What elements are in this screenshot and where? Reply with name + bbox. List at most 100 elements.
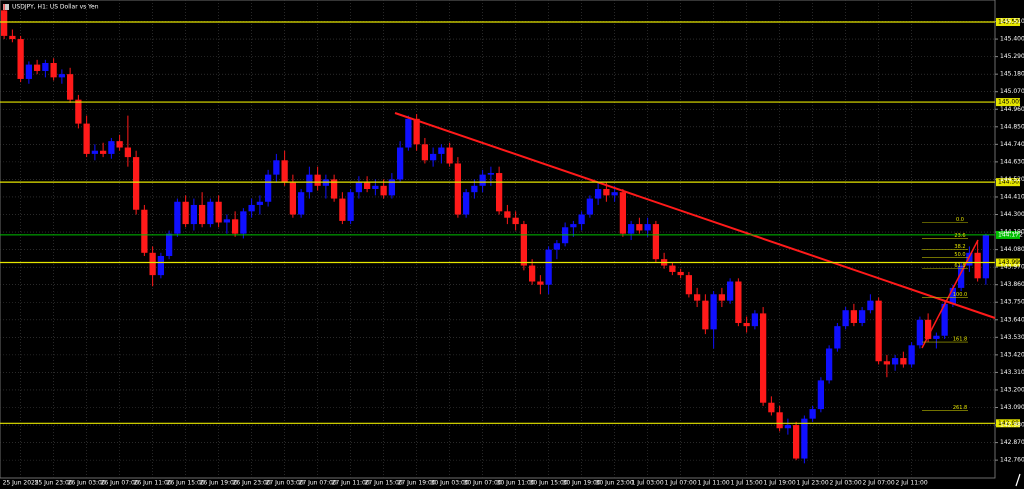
x-tick-label: 1 Jul 07:00 [665,480,697,487]
candle-body [91,150,99,154]
candle-body [594,188,602,199]
chart-title: USDJPY, H1: US Dollar vs Yen [12,4,99,11]
candle-body [454,163,462,215]
x-tick-label: 27 Jun 03:00 [266,480,304,487]
candle-body [429,153,437,161]
candle-body [858,310,866,323]
candle-body [735,281,742,323]
candle-body [867,300,874,311]
candle-body [825,348,833,381]
candle-body [693,294,701,301]
x-tick-label: 26 Jun 03:00 [68,480,106,487]
x-tick-label: 1 Jul 23:00 [797,480,829,487]
candle-body [883,361,891,365]
y-tick-label: 143.310 [1000,369,1024,376]
candle-body [396,147,404,180]
candle-body [924,319,932,339]
candle-body [132,157,140,210]
x-tick-label: 30 Jun 23:00 [596,480,634,487]
candle-body [520,224,528,266]
y-tick-label: 145.510 [1000,18,1024,25]
x-tick-label: 1 Jul 15:00 [731,480,763,487]
y-tick-label: 143.970 [1000,264,1024,271]
candle-body [891,358,899,365]
candle-body [759,313,767,403]
y-tick-label: 143.420 [1000,351,1024,358]
candle-body [66,74,74,100]
candle-body [314,174,321,186]
candle-body [141,209,148,253]
x-tick-label: 25 Jun 2025 [3,480,39,487]
y-tick-label: 144.080 [1000,246,1024,253]
candle-body [446,147,453,164]
x-tick-label: 1 Jul 11:00 [698,480,730,487]
candle-body [264,174,272,202]
y-tick-label: 144.740 [1000,141,1024,148]
candle-body [966,252,973,266]
x-tick-label: 26 Jun 07:00 [101,480,139,487]
candle-body [355,182,363,193]
candle-body [405,118,412,148]
candle-body [42,62,49,71]
candle-body [710,294,717,330]
fib-label: 61.8 [954,263,965,269]
level-label-box [996,98,1020,107]
candle-body [190,204,198,225]
candle-body [388,179,396,196]
candle-body [982,234,990,279]
x-tick-label: 26 Jun 15:00 [167,480,205,487]
candle-body [231,219,239,234]
level-label: 145.507 [998,19,1023,26]
candle-body [372,185,379,189]
candle-body [801,418,808,459]
candle-body [116,141,123,148]
candle-body [974,252,981,279]
candle-body [0,10,8,36]
y-tick-label: 144.850 [1000,123,1024,130]
candle-body [916,319,924,346]
candle-body [25,64,33,79]
overlay: 145.507 145.005 144.503 143.999 142.991 144.1… [0,18,1023,428]
y-tick-label: 145.070 [1000,88,1024,95]
candle-body [545,249,552,285]
candle-body [636,224,643,231]
candle-body [198,204,206,225]
candle-body [792,425,800,459]
y-tick-label: 144.960 [1000,106,1024,113]
candle-body [240,211,247,234]
x-tick-label: 2 Jul 07:00 [863,480,895,487]
y-tick-label: 143.860 [1000,281,1024,288]
x-tick-label: 30 Jun 03:00 [431,480,469,487]
candle-body [380,185,387,196]
x-tick-label: 1 Jul 03:00 [632,480,664,487]
candle-body [495,173,503,212]
candle-body [644,224,651,231]
candle-body [471,185,478,193]
candle-body [33,64,41,71]
level-label: 145.005 [998,99,1023,106]
candle-body [512,217,519,225]
candle-body [850,310,858,323]
candle-body [702,300,709,330]
candle-body [363,182,371,189]
level-label: 142.991 [998,420,1023,427]
price-label-box [996,230,1020,239]
price-label: 144.172 [998,231,1023,238]
candle-body [537,281,544,285]
y-tick-label: 144.520 [1000,176,1024,183]
x-tick-label: 1 Jul 19:00 [764,480,796,487]
candle-body [603,188,610,196]
x-tick-label: 2 Jul 11:00 [896,480,928,487]
candle-body [652,224,660,260]
fib-label: 50.0 [954,252,965,258]
grid [0,0,998,478]
candle-body [58,74,66,78]
candle-body [957,265,965,288]
candle-body [784,425,792,429]
x-tick-label: 25 Jun 23:00 [35,480,73,487]
y-tick-label: 145.290 [1000,53,1024,60]
level-label: 144.503 [998,179,1023,186]
candle-body [619,192,627,234]
y-tick-label: 144.190 [1000,229,1024,236]
